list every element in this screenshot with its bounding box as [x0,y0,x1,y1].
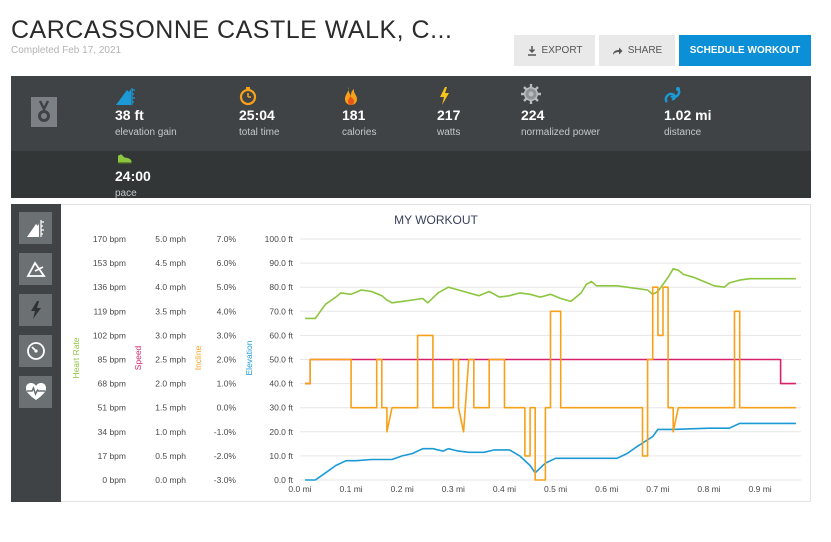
flame-icon [345,87,357,105]
toggle-speed-button[interactable] [19,335,52,367]
speedometer-icon [26,342,45,360]
distance-icon [664,87,681,103]
stat-label: total time [239,127,280,138]
incline-icon [25,261,46,277]
medal-icon [31,97,57,127]
completed-date: Completed Feb 17, 2021 [11,45,122,56]
page-header: CARCASSONNE CASTLE WALK, C... Completed … [0,0,831,76]
schedule-workout-button[interactable]: SCHEDULE WORKOUT [679,35,811,66]
stat-label: pace [115,188,137,199]
stats-row-2 [11,151,811,198]
workout-title: CARCASSONNE CASTLE WALK, C... [11,16,453,44]
share-button[interactable]: SHARE [599,35,675,66]
shoe-icon [118,154,132,164]
stat-value: 224 [521,107,545,123]
medal-area [11,76,96,151]
stat-label: calories [342,127,377,138]
export-button[interactable]: EXPORT [514,35,595,66]
stat-label: elevation gain [115,127,177,138]
stat-label: distance [664,127,702,138]
lightning-icon [440,87,449,105]
stopwatch-icon [239,87,257,106]
share-label: SHARE [627,45,663,56]
download-icon [527,45,536,56]
stat-value: 24:00 [115,168,151,184]
stat-value: 25:04 [239,107,275,123]
heart-rate-icon [25,383,46,400]
toggle-heart-rate-button[interactable] [19,376,52,408]
export-label: EXPORT [541,45,583,56]
elevation-icon [116,88,135,105]
toggle-power-button[interactable] [19,294,52,326]
chart-sidebar [11,204,61,502]
toggle-incline-button[interactable] [19,253,52,285]
elevation-icon [26,220,44,237]
stat-value: 181 [342,107,366,123]
power-icon [30,301,41,319]
gear-icon [521,84,541,104]
stat-label: watts [437,127,461,138]
toggle-elevation-button[interactable] [19,212,52,244]
share-arrow-icon [612,47,623,55]
stats-panel: 38 ft elevation gain 25:04 total time 18… [11,76,811,199]
stat-value: 38 ft [115,107,144,123]
schedule-label: SCHEDULE WORKOUT [689,45,801,56]
stat-value: 1.02 mi [664,107,712,123]
workout-chart-panel [11,204,811,502]
stat-value: 217 [437,107,461,123]
stat-label: normalized power [521,127,600,138]
